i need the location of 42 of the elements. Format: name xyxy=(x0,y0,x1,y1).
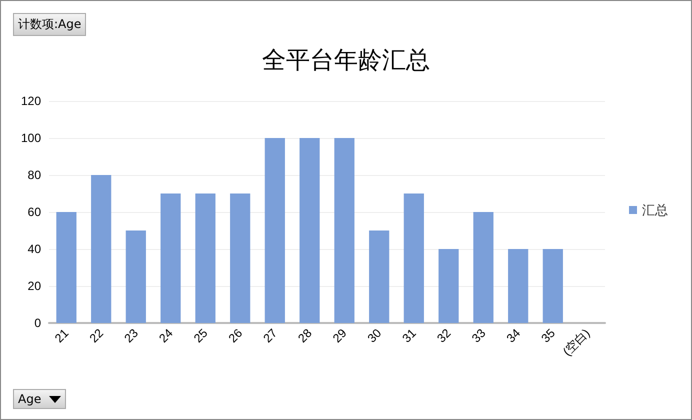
bar xyxy=(160,194,181,323)
bar xyxy=(542,249,563,323)
x-tick-label: 22 xyxy=(86,326,106,346)
bar xyxy=(300,138,320,323)
bar xyxy=(91,175,112,323)
text: Age xyxy=(18,392,42,406)
x-tick-label: 25 xyxy=(190,326,211,346)
x-tick-label: 32 xyxy=(434,326,454,346)
bar xyxy=(195,194,216,323)
bar xyxy=(264,138,285,323)
bar xyxy=(404,194,424,323)
x-tick-label: 30 xyxy=(364,326,384,346)
y-tick-label: 120 xyxy=(20,94,42,108)
bar xyxy=(369,230,390,323)
bar xyxy=(508,249,528,323)
y-tick-label: 60 xyxy=(28,205,42,219)
y-tick-label: 80 xyxy=(28,168,42,182)
bar xyxy=(126,230,146,323)
x-tick-label: 33 xyxy=(468,326,489,346)
y-tick-label: 40 xyxy=(28,242,42,256)
x-tick-label: 23 xyxy=(121,326,142,346)
bar xyxy=(438,249,459,323)
x-tick-label: 34 xyxy=(504,326,524,346)
bar xyxy=(56,212,76,323)
x-tick-label: 28 xyxy=(295,326,315,346)
bar xyxy=(334,138,354,323)
legend-label: 汇总 xyxy=(642,202,668,218)
x-tick-label: 24 xyxy=(156,326,176,346)
y-tick-label: 20 xyxy=(28,279,42,293)
x-tick-label: (空白) xyxy=(560,326,593,359)
x-tick-label: 31 xyxy=(399,326,420,346)
chart-title: 全平台年龄汇总 xyxy=(262,46,430,74)
x-tick-label: 27 xyxy=(260,326,280,346)
x-tick-label: 21 xyxy=(52,326,72,346)
text: 计数项:Age xyxy=(18,17,82,31)
x-tick-label: 29 xyxy=(330,326,350,346)
y-tick-label: 0 xyxy=(34,316,42,330)
y-tick-label: 100 xyxy=(20,131,42,145)
x-tick-label: 35 xyxy=(538,326,558,346)
bar xyxy=(473,212,494,323)
bar xyxy=(230,194,250,323)
x-tick-label: 26 xyxy=(226,326,246,346)
